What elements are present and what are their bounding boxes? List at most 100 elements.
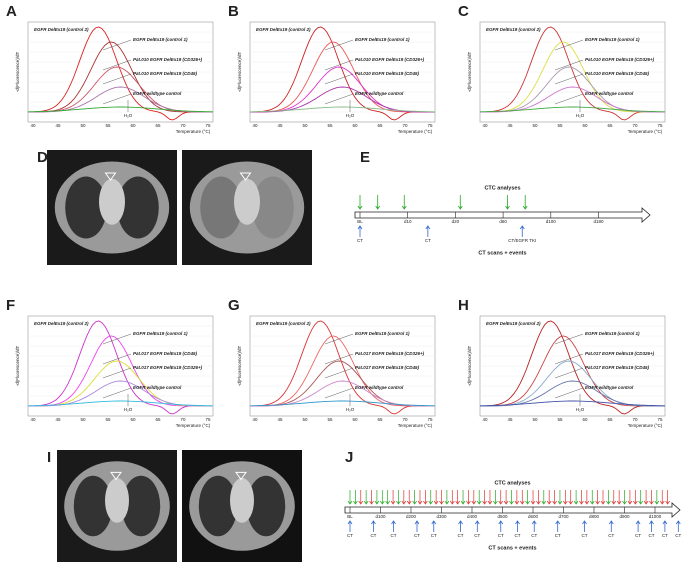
leader-line	[554, 39, 584, 51]
curve-label: Pat.010 EGFR DelEx19 (CD45)	[133, 71, 198, 76]
event-label: CT	[391, 533, 397, 538]
ctc-arrow	[457, 195, 463, 210]
curve-label: Pat.010 EGFR DelEx19 (CD326+)	[133, 57, 203, 62]
x-tick-label: 60	[352, 123, 358, 128]
ct-event-arrow	[414, 520, 420, 532]
y-axis-label: -d(Fluorescence)/dT	[467, 345, 472, 386]
ctc-arrow	[622, 490, 627, 505]
x-tick-label: 40	[30, 123, 36, 128]
x-tick-label: 45	[277, 417, 283, 422]
ctc-arrow	[611, 490, 617, 505]
timeline-arrow	[354, 207, 651, 223]
ct-event-arrow	[357, 225, 363, 237]
event-label: CT	[414, 533, 420, 538]
x-tick-label: 70	[402, 417, 408, 422]
day-label: d200	[406, 514, 417, 519]
ctc-arrow	[514, 490, 520, 505]
x-tick-label: 75	[205, 417, 211, 422]
melt-curve	[480, 320, 665, 415]
ctc-arrow	[519, 490, 525, 505]
leader-line	[554, 93, 584, 105]
melt-curve	[28, 320, 213, 415]
panel-label: F	[6, 297, 15, 314]
x-tick-label: 75	[427, 123, 433, 128]
ctc-arrow	[595, 490, 600, 505]
ctc-arrow	[654, 490, 660, 505]
curve-label: EGFR DelEx19 (control 2)	[256, 321, 311, 326]
panel-label: E	[360, 149, 370, 166]
event-label: CT	[515, 533, 521, 538]
melt-curve	[28, 26, 213, 121]
day-label: BL	[347, 514, 353, 519]
ctc-arrow	[385, 490, 390, 505]
x-axis-label: Temperature (°C)	[176, 129, 211, 134]
ctc-arrow	[487, 490, 493, 505]
event-label: CT	[635, 533, 641, 538]
ct-mediastinum	[230, 478, 254, 523]
ctc-arrow	[401, 490, 407, 505]
h2o-label: H₂O	[576, 113, 585, 118]
x-tick-label: 45	[507, 417, 513, 422]
ctc-arrow	[638, 490, 643, 505]
curve-label: EGFR DelEx19 (control 2)	[486, 321, 541, 326]
ctc-arrow	[568, 490, 574, 505]
timeline-arrow	[344, 502, 681, 518]
ctc-arrow	[482, 490, 487, 505]
ct-lung	[65, 176, 107, 239]
x-tick-label: 60	[582, 417, 588, 422]
ctc-arrow	[353, 490, 358, 505]
ctc-arrow	[530, 490, 536, 505]
ctc-arrow	[522, 195, 528, 210]
leader-line	[554, 353, 584, 365]
curve-label: Pat.017 EGFR DelEx19 (CD45)	[133, 351, 198, 356]
curve-label: Pat.017 EGFR DelEx19 (CD326+)	[355, 351, 425, 356]
x-tick-label: 45	[507, 123, 513, 128]
ctc-arrow	[363, 490, 369, 505]
melt-curve	[249, 400, 436, 407]
ctc-arrow	[552, 490, 557, 505]
x-tick-label: 60	[352, 417, 358, 422]
x-tick-label: 75	[427, 417, 433, 422]
curve-label: EGFR DelEx19 (control 1)	[133, 331, 188, 336]
ct-event-arrow	[391, 520, 396, 532]
curve-label: EGFR DelEx19 (control 1)	[133, 37, 188, 42]
ctc-arrow	[357, 195, 363, 210]
ctc-arrow	[406, 490, 412, 505]
x-tick-label: 40	[30, 417, 36, 422]
ctc-arrow	[460, 490, 466, 505]
y-axis-label: -d(Fluorescence)/dT	[237, 51, 242, 92]
curve-label: Pat.017 EGFR DelEx19 (CD326+)	[585, 351, 655, 356]
x-tick-label: 65	[377, 417, 383, 422]
leader-line	[554, 333, 584, 345]
ctc-arrow	[616, 490, 622, 505]
leader-line	[102, 93, 132, 105]
curve-label: EGFR wildtype control	[585, 385, 634, 390]
leader-line	[324, 93, 354, 105]
event-label: CT	[675, 533, 681, 538]
leader-line	[102, 353, 132, 365]
ct-lung	[117, 176, 159, 239]
timeline-footer: CT scans + events	[478, 250, 526, 256]
y-axis-label: -d(Fluorescence)/dT	[15, 51, 20, 92]
day-label: d700	[558, 514, 569, 519]
day-label: d300	[436, 514, 447, 519]
x-tick-label: 55	[105, 417, 111, 422]
curve-label: EGFR DelEx19 (control 2)	[34, 321, 89, 326]
x-axis-label: Temperature (°C)	[398, 129, 433, 134]
y-axis-label: -d(Fluorescence)/dT	[15, 345, 20, 386]
event-label: CT	[347, 533, 353, 538]
x-tick-label: 45	[55, 123, 61, 128]
ct-arrowhead	[235, 471, 247, 481]
ct-event-arrow	[347, 520, 353, 532]
ct-lung	[73, 475, 113, 537]
ct-event-arrow	[515, 520, 520, 532]
ctc-arrow	[665, 490, 670, 505]
ctc-arrow	[649, 490, 654, 505]
curve-label: EGFR DelEx19 (control 1)	[355, 331, 410, 336]
curve-label: Pat.010 EGFR DelEx19 (CD326+)	[355, 57, 425, 62]
ctc-arrow	[375, 195, 381, 210]
curve-label: EGFR DelEx19 (control 1)	[585, 331, 640, 336]
leader-line	[324, 59, 354, 71]
day-label: d20	[452, 219, 460, 224]
leader-line	[324, 73, 354, 85]
